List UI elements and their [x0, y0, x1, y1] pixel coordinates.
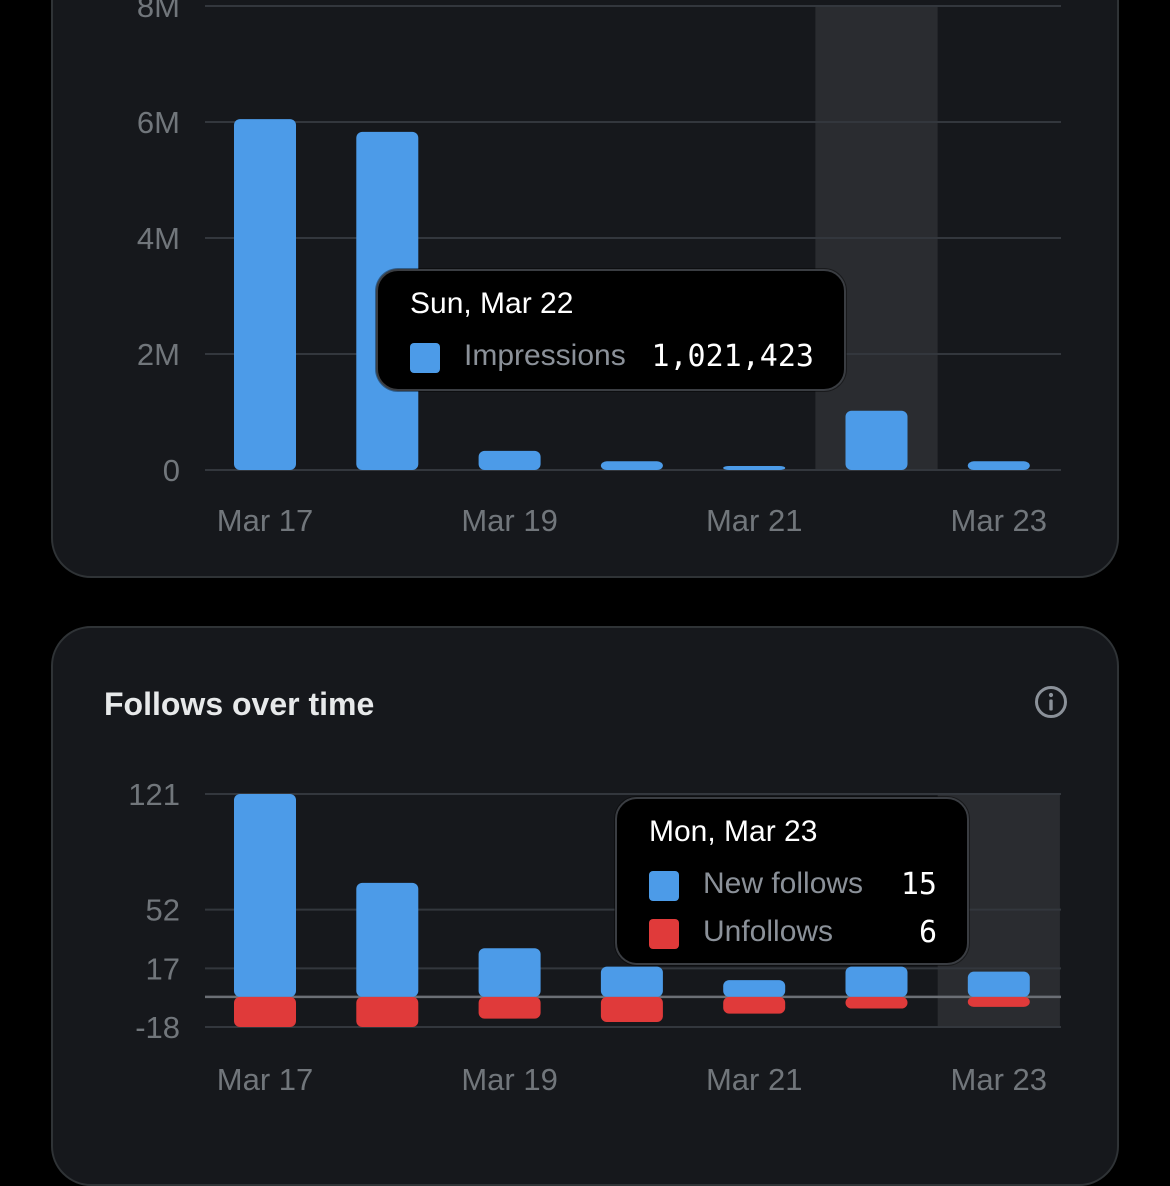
- bar-new-follows-mar-23: [967, 971, 1030, 997]
- bar-unfollows-mar-22: [845, 996, 908, 1009]
- y-tick-label: 52: [146, 893, 180, 928]
- tooltip-value: 1,021,423: [651, 339, 814, 374]
- tooltip-label: Unfollows: [703, 915, 834, 948]
- x-tick-label: Mar 21: [706, 503, 802, 538]
- y-tick-label: 121: [128, 777, 180, 812]
- bar-new-follows-mar-17: [234, 794, 296, 997]
- tooltip-row-impressions: Impressions 1,021,423: [410, 337, 814, 377]
- x-tick-label: Mar 19: [461, 1062, 557, 1097]
- bar-impressions-mar-22: [845, 410, 908, 470]
- x-tick-label: Mar 17: [217, 1062, 313, 1097]
- y-tick-label: 2M: [137, 337, 180, 372]
- y-tick-label: 0: [163, 453, 180, 488]
- bar-impressions-mar-21: [723, 465, 786, 470]
- bar-new-follows-mar-20: [600, 966, 663, 997]
- y-tick-label: 6M: [137, 105, 180, 140]
- impressions-tooltip: Sun, Mar 22 Impressions 1,021,423: [376, 269, 846, 391]
- bar-unfollows-mar-23: [967, 996, 1030, 1007]
- follows-tooltip: Mon, Mar 23 New follows 15 Unfollows 6: [615, 797, 969, 965]
- x-tick-label: Mar 19: [461, 503, 557, 538]
- bar-impressions-mar-17: [234, 119, 296, 470]
- tooltip-value: 6: [918, 915, 937, 950]
- tooltip-row-unfollows: Unfollows 6: [649, 913, 937, 953]
- bar-unfollows-mar-18: [356, 996, 419, 1027]
- unfollows-swatch: [649, 919, 679, 949]
- bar-impressions-mar-19: [478, 450, 541, 470]
- bar-new-follows-mar-18: [356, 882, 419, 997]
- x-tick-label: Mar 23: [951, 503, 1047, 538]
- bar-unfollows-mar-21: [723, 996, 786, 1014]
- bar-new-follows-mar-21: [723, 980, 786, 997]
- bar-unfollows-mar-19: [478, 996, 541, 1019]
- bar-unfollows-mar-20: [600, 996, 663, 1022]
- x-tick-label: Mar 21: [706, 1062, 802, 1097]
- y-tick-label: 17: [146, 951, 180, 986]
- impressions-swatch: [410, 343, 440, 373]
- bar-new-follows-mar-19: [478, 948, 541, 997]
- card-title: Follows over time: [104, 686, 375, 722]
- follows-chart[interactable]: -18 17 52 121 Mar 17 Mar 19 Mar 21 Mar 23: [0, 700, 1170, 1137]
- info-icon[interactable]: [1033, 684, 1069, 720]
- tooltip-date: Sun, Mar 22: [410, 287, 574, 320]
- bar-unfollows-mar-17: [234, 996, 296, 1027]
- tooltip-value: 15: [900, 867, 937, 902]
- bar-impressions-mar-20: [600, 461, 663, 470]
- y-tick-label: 8M: [137, 0, 180, 24]
- new-follows-swatch: [649, 871, 679, 901]
- bar-new-follows-mar-22: [845, 966, 908, 997]
- tooltip-label: Impressions: [464, 339, 626, 372]
- x-tick-label: Mar 23: [951, 1062, 1047, 1097]
- tooltip-date: Mon, Mar 23: [649, 815, 818, 848]
- y-tick-label: -18: [135, 1010, 180, 1045]
- tooltip-row-new-follows: New follows 15: [649, 865, 937, 905]
- y-tick-label: 4M: [137, 221, 180, 256]
- tooltip-label: New follows: [703, 867, 864, 900]
- bar-impressions-mar-23: [967, 461, 1030, 470]
- x-tick-label: Mar 17: [217, 503, 313, 538]
